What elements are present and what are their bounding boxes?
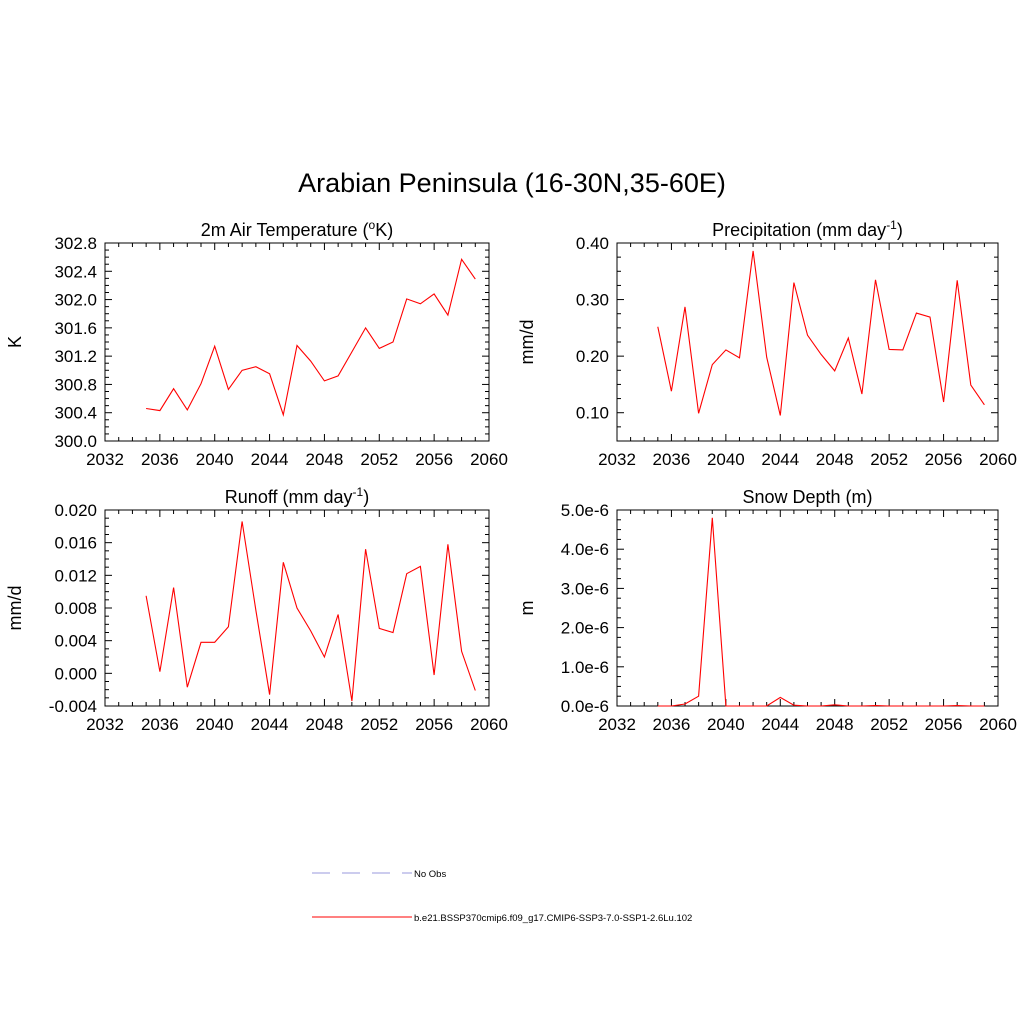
panel-title: 2m Air Temperature (oK) <box>201 218 393 240</box>
y-tick-label: 302.8 <box>54 234 97 253</box>
y-tick-label: 0.016 <box>54 534 97 553</box>
panel-title-superscript: -1 <box>353 485 364 499</box>
y-tick-label: 3.0e-6 <box>561 579 609 598</box>
y-tick-label: 302.0 <box>54 291 97 310</box>
x-tick-label: 2044 <box>251 715 289 734</box>
y-tick-label: 5.0e-6 <box>561 501 609 520</box>
y-axis-label: mm/d <box>517 320 537 365</box>
x-tick-label: 2032 <box>86 450 124 469</box>
chart-panel-3: Runoff (mm day-1) mm/d 2032 2036 2040 2044 204… <box>5 485 508 734</box>
chart-panel-4: Snow Depth (m) m 2032 2036 2040 2044 2048 2052 2… <box>517 487 1017 734</box>
x-tick-label: 2036 <box>653 450 691 469</box>
panel-title: Precipitation (mm day-1) <box>712 218 903 240</box>
x-tick-label: 2032 <box>598 450 636 469</box>
x-tick-label: 2048 <box>306 715 344 734</box>
y-tick-label: 0.40 <box>576 234 609 253</box>
y-tick-label: 0.30 <box>576 291 609 310</box>
panel-title-superscript: o <box>369 218 376 232</box>
y-tick-label: 0.020 <box>54 501 97 520</box>
x-tick-label: 2040 <box>707 715 745 734</box>
y-axis-label: mm/d <box>5 586 25 631</box>
panel-title-tail: ) <box>897 220 903 240</box>
x-tick-label: 2036 <box>141 450 179 469</box>
x-tick-label: 2048 <box>306 450 344 469</box>
y-tick-label: -0.004 <box>49 697 97 716</box>
y-tick-label: 302.4 <box>54 262 97 281</box>
x-tick-label: 2052 <box>360 450 398 469</box>
panel-title-text: Precipitation (mm day <box>712 220 886 240</box>
y-tick-label: 300.4 <box>54 404 97 423</box>
panel-title-text: Snow Depth (m) <box>742 487 872 507</box>
y-tick-label: 0.004 <box>54 632 97 651</box>
chart-panel-2: Precipitation (mm day-1) mm/d 2032 2036 2040… <box>517 218 1017 469</box>
x-tick-label: 2032 <box>598 715 636 734</box>
y-tick-label: 300.0 <box>54 432 97 451</box>
series-line <box>146 257 476 417</box>
x-tick-label: 2040 <box>707 450 745 469</box>
x-tick-label: 2052 <box>870 450 908 469</box>
x-tick-label: 2052 <box>870 715 908 734</box>
plot-frame <box>616 242 999 442</box>
series-line <box>657 517 985 707</box>
x-tick-label: 2048 <box>816 715 854 734</box>
series-line <box>145 521 476 702</box>
x-tick-label: 2060 <box>470 715 508 734</box>
y-tick-label: 4.0e-6 <box>561 540 609 559</box>
x-tick-label: 2044 <box>761 715 799 734</box>
panel-title: Runoff (mm day-1) <box>225 485 369 507</box>
x-tick-label: 2052 <box>360 715 398 734</box>
x-tick-label: 2060 <box>979 450 1017 469</box>
panel-title-tail: K) <box>375 220 393 240</box>
x-tick-label: 2036 <box>141 715 179 734</box>
plot-frame <box>104 242 490 442</box>
legend-label-1: No Obs <box>414 869 446 880</box>
x-tick-label: 2032 <box>86 715 124 734</box>
y-axis-label: K <box>5 336 25 348</box>
legend-label-2: b.e21.BSSP370cmip6.f09_g17.CMIP6-SSP3-7.… <box>414 913 692 924</box>
x-tick-label: 2056 <box>415 450 453 469</box>
y-tick-label: 1.0e-6 <box>561 658 609 677</box>
y-tick-label: 0.0e-6 <box>561 697 609 716</box>
chart-panel-1: 2m Air Temperature (oK) K 2032 2036 2040 2044… <box>5 218 508 469</box>
x-tick-label: 2056 <box>925 450 963 469</box>
panel-title-tail: ) <box>363 487 369 507</box>
panel-title-superscript: -1 <box>886 218 897 232</box>
panel-title-text: 2m Air Temperature ( <box>201 220 369 240</box>
x-tick-label: 2056 <box>925 715 963 734</box>
legend: No Obs b.e21.BSSP370cmip6.f09_g17.CMIP6-S… <box>312 869 692 924</box>
panel-title: Snow Depth (m) <box>742 487 872 507</box>
x-tick-label: 2044 <box>251 450 289 469</box>
x-tick-label: 2060 <box>979 715 1017 734</box>
x-tick-label: 2040 <box>196 450 234 469</box>
y-tick-label: 301.2 <box>54 347 97 366</box>
y-tick-label: 0.012 <box>54 566 97 585</box>
x-tick-label: 2060 <box>470 450 508 469</box>
y-tick-label: 300.8 <box>54 375 97 394</box>
y-tick-label: 0.000 <box>54 664 97 683</box>
x-tick-label: 2044 <box>761 450 799 469</box>
y-tick-label: 0.008 <box>54 599 97 618</box>
y-axis-label: m <box>517 601 537 616</box>
panel-title-text: Runoff (mm day <box>225 487 353 507</box>
series-line <box>657 250 985 416</box>
plot-frame <box>616 509 999 707</box>
y-tick-label: 2.0e-6 <box>561 619 609 638</box>
y-tick-label: 0.10 <box>576 404 609 423</box>
x-tick-label: 2040 <box>196 715 234 734</box>
x-tick-label: 2036 <box>653 715 691 734</box>
y-tick-label: 301.6 <box>54 319 97 338</box>
x-tick-label: 2056 <box>415 715 453 734</box>
figure-title: Arabian Peninsula (16-30N,35-60E) <box>298 168 726 198</box>
x-tick-label: 2048 <box>816 450 854 469</box>
y-tick-label: 0.20 <box>576 347 609 366</box>
